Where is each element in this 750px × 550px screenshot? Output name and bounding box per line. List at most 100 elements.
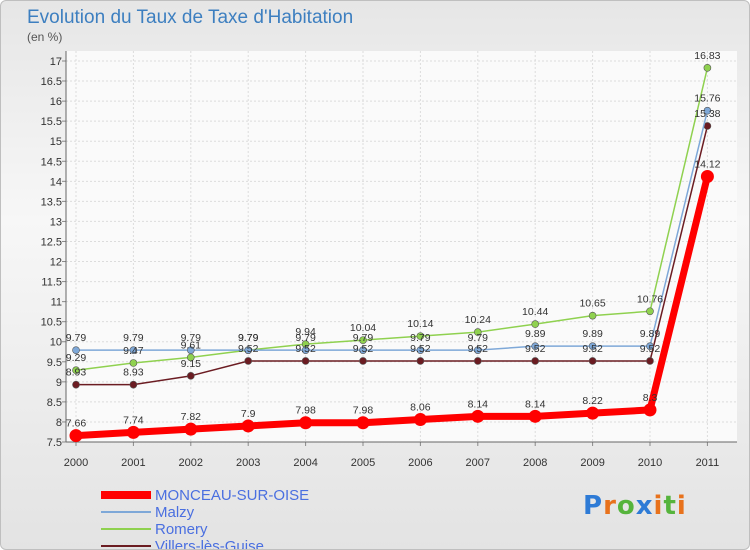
x-tick-label: 2006 [408,457,432,469]
logo-letter: o [616,491,636,521]
data-label: 9.79 [468,332,489,344]
data-point [700,170,714,184]
data-label: 7.98 [353,405,374,417]
y-tick-label: 15.5 [41,116,62,128]
data-label: 9.52 [410,343,431,355]
x-tick-label: 2005 [351,457,375,469]
series-line [75,67,709,371]
y-tick-label: 11 [51,297,62,309]
y-tick-label: 12 [50,257,62,269]
data-label: 8.14 [468,398,489,410]
data-label: 9.79 [66,332,87,344]
data-label: 10.24 [465,314,491,326]
x-tick-label: 2007 [466,457,490,469]
data-point [359,336,367,344]
data-point [69,429,83,443]
data-label: 10.76 [637,293,663,305]
data-point [187,372,195,380]
logo-letter: x [635,491,654,521]
series-line [75,175,711,440]
data-label: 9.89 [640,328,661,340]
y-tick-label: 7.5 [47,437,62,449]
y-tick-label: 10 [50,337,62,349]
data-label: 8.22 [582,395,603,407]
data-point [646,307,654,316]
data-point [129,346,138,354]
data-point [643,403,657,417]
chart-title: Evolution du Taux de Taxe d'Habitation [27,7,354,28]
data-label: 9.52 [640,343,661,355]
data-label: 9.52 [525,343,546,355]
logo-letter: t [663,491,677,521]
data-point [301,346,310,354]
proxiti-logo: Proxiti [583,491,687,521]
y-tick-label: 14.5 [41,156,62,168]
data-point [413,413,427,427]
data-point [241,419,255,433]
legend-swatch [101,491,151,499]
y-tick-label: 16.5 [41,76,62,88]
data-label: 7.82 [181,411,202,423]
legend-label: MONCEAU-SUR-OISE [155,487,310,504]
data-label: 10.14 [407,318,433,330]
legend-swatch [101,528,151,530]
x-tick-label: 2001 [121,457,145,469]
data-label: 9.29 [66,352,87,364]
data-label: 9.79 [353,332,374,344]
data-point [301,357,310,365]
data-label: 7.9 [241,408,256,420]
data-point [531,342,540,350]
data-point [703,64,712,72]
data-point [126,425,140,439]
y-tick-label: 17 [50,56,62,68]
data-label: 8.93 [66,367,87,379]
data-point [588,357,597,365]
data-label: 9.79 [295,332,316,344]
data-label: 10.65 [579,298,605,310]
x-tick-label: 2010 [638,457,662,469]
data-point [72,346,80,354]
logo-letter: i [653,491,664,521]
data-label: 9.89 [582,328,603,340]
plot-area [66,51,737,442]
legend-swatch [101,511,151,513]
y-tick-label: 14 [50,176,62,188]
data-point [299,416,313,430]
data-point [703,106,712,115]
data-point [473,357,482,365]
data-point [187,346,195,354]
data-point [473,346,482,354]
y-tick-label: 13 [50,216,62,228]
data-point [129,380,138,389]
data-label: 9.52 [468,343,489,355]
data-label: 7.98 [295,405,316,417]
data-label: 9.94 [295,326,316,338]
y-tick-label: 8 [56,417,62,429]
data-point [359,357,367,365]
data-label: 8.3 [643,392,658,404]
x-tick-label: 2009 [580,457,604,469]
data-point [244,357,252,365]
data-point [588,342,597,350]
legend-label: Romery [155,521,208,538]
data-label: 9.89 [525,328,546,340]
data-point [473,328,482,336]
data-label: 9.52 [353,343,374,355]
legend-label: Malzy [155,504,195,521]
x-tick-label: 2000 [64,457,88,469]
y-tick-label: 12.5 [41,236,62,248]
data-point [528,409,542,423]
data-label: 14.12 [694,159,720,171]
data-point [129,359,138,367]
data-label: 9.79 [181,332,202,344]
data-point [356,416,370,430]
data-label: 8.93 [123,367,144,379]
series-line [76,125,709,386]
x-tick-label: 2008 [523,457,547,469]
legend-label: Villers-lès-Guise [155,538,264,550]
data-label: 9.79 [123,332,144,344]
data-label: 16.83 [694,50,720,62]
logo-letter: i [676,491,687,521]
data-point [586,406,600,420]
